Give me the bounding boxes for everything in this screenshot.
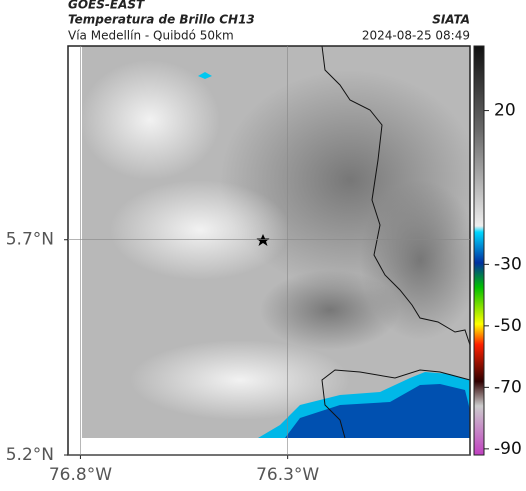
source: SIATA xyxy=(432,13,470,27)
colorbar xyxy=(473,45,485,456)
y-tick-label: 5.7°N xyxy=(6,230,54,250)
x-tick-label: 76.3°W xyxy=(256,465,319,485)
cold-spot xyxy=(198,72,212,79)
colorbar-label: -30 xyxy=(494,254,522,274)
colorbar-label: -70 xyxy=(494,377,522,397)
product: Temperatura de Brillo CH13 xyxy=(68,13,255,27)
route: Vía Medellín - Quibdó 50km xyxy=(68,29,234,43)
cold-cloud-core xyxy=(285,384,470,438)
cloud xyxy=(260,270,400,350)
satellite-image xyxy=(80,45,480,439)
cloud xyxy=(80,60,220,180)
x-tick-label: 76.8°W xyxy=(49,465,112,485)
colorbar-label: 20 xyxy=(494,101,516,121)
colorbar-label: -50 xyxy=(494,316,522,336)
cloud xyxy=(110,180,290,280)
header: GOES-EAST Temperatura de Brillo CH13 SIA… xyxy=(68,0,470,43)
colorbar-label: -90 xyxy=(494,439,522,459)
timestamp: 2024-08-25 08:49 xyxy=(362,29,470,43)
satellite: GOES-EAST xyxy=(68,0,145,12)
y-tick-label: 5.2°N xyxy=(6,445,54,465)
axes: 76.8°W 76.3°W 5.7°N 5.2°N 20 -30 -50 -70 -90 xyxy=(6,46,522,485)
cloud xyxy=(130,340,350,420)
